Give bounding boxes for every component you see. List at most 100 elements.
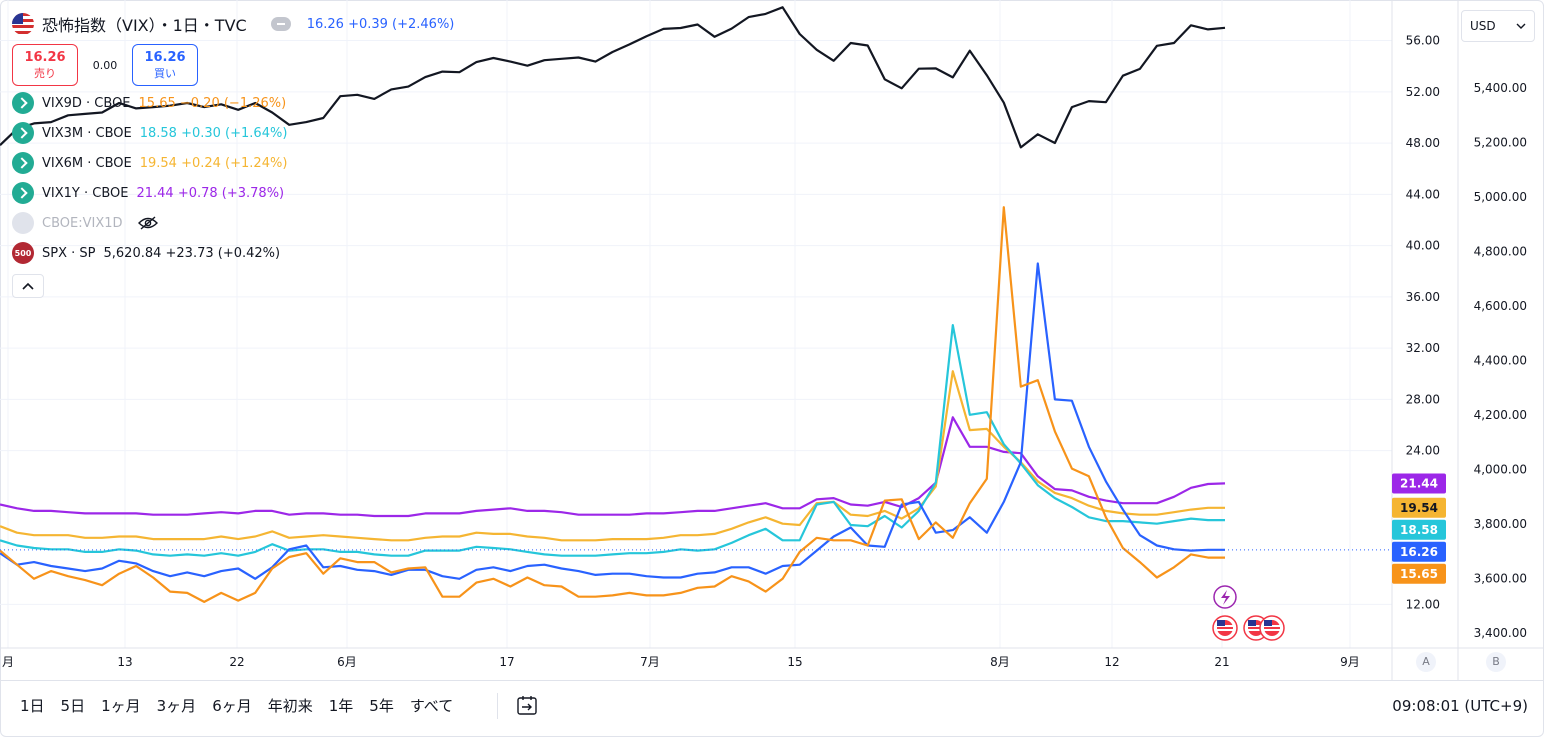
flag-canton bbox=[1248, 620, 1256, 626]
last-value-badge bbox=[1392, 497, 1446, 518]
right-tick-label: 4,400.00 bbox=[1474, 354, 1527, 368]
flag-canton bbox=[1217, 620, 1225, 626]
x-tick-label: 6月 bbox=[337, 655, 357, 669]
series-values: 5,620.84 +23.73 (+0.42%) bbox=[103, 245, 281, 261]
series-lines bbox=[0, 6, 1392, 604]
sell-button[interactable]: 16.26 売り bbox=[12, 44, 78, 86]
buy-price: 16.26 bbox=[144, 49, 186, 65]
eye-off-icon[interactable] bbox=[137, 216, 159, 230]
right-tick-label: 4,000.00 bbox=[1474, 463, 1527, 477]
spread-value: 0.00 bbox=[92, 58, 118, 72]
buy-label: 買い bbox=[154, 66, 176, 80]
left-tick-label: 48.00 bbox=[1406, 136, 1440, 150]
left-tick-label: 12.00 bbox=[1406, 597, 1440, 611]
series-values: 19.54 +0.24 (+1.24%) bbox=[139, 155, 288, 171]
chevron-up-icon bbox=[22, 282, 34, 290]
grid-lines bbox=[0, 0, 1392, 648]
scale-b-button[interactable]: B bbox=[1486, 652, 1506, 672]
last-price: 16.26 bbox=[306, 16, 344, 32]
buy-button[interactable]: 16.26 買い bbox=[132, 44, 198, 86]
left-tick-label: 24.00 bbox=[1406, 444, 1440, 458]
timeframe-3m[interactable]: 3ヶ月 bbox=[156, 697, 197, 715]
currency-select[interactable]: USD bbox=[1461, 10, 1535, 42]
right-tick-label: 3,600.00 bbox=[1474, 572, 1527, 586]
left-tick-label: 56.00 bbox=[1406, 34, 1440, 48]
last-value-badge bbox=[1392, 519, 1446, 540]
clock[interactable]: 09:08:01 (UTC+9) bbox=[1392, 697, 1528, 715]
last-value-label: 15.65 bbox=[1400, 567, 1438, 581]
legend-row-vix1y[interactable]: VIX1Y · CBOE 21.44 +0.78 (+3.78%) bbox=[12, 178, 454, 208]
us-event-marker bbox=[1212, 615, 1238, 641]
toolbar-separator bbox=[497, 693, 498, 719]
series-name: VIX1Y · CBOE bbox=[42, 185, 129, 201]
series-name: VIX6M · CBOE bbox=[42, 155, 132, 171]
last-value-label: 21.44 bbox=[1400, 476, 1438, 490]
timeframe-list: 1日 5日 1ヶ月 3ヶ月 6ヶ月 年初来 1年 5年 すべて bbox=[12, 693, 461, 719]
collapse-legend-button[interactable] bbox=[12, 274, 44, 298]
x-tick-label: 12 bbox=[1104, 655, 1119, 669]
flag-stripe bbox=[1217, 629, 1233, 631]
auto-scale-button[interactable]: A bbox=[1416, 652, 1436, 672]
chevron-down-icon bbox=[1516, 23, 1526, 29]
timeframe-5d[interactable]: 5日 bbox=[60, 697, 86, 715]
price-change: +0.39 (+2.46%) bbox=[348, 16, 455, 32]
right-tick-label: 5,000.00 bbox=[1474, 190, 1527, 204]
timeframe-ytd[interactable]: 年初来 bbox=[267, 697, 313, 715]
right-tick-label: 3,400.00 bbox=[1474, 626, 1527, 640]
x-tick-label: 7月 bbox=[640, 655, 660, 669]
symbol-price: 16.26 +0.39 (+2.46%) bbox=[307, 17, 455, 32]
x-tick-label: 13 bbox=[117, 655, 132, 669]
series-name: VIX3M · CBOE bbox=[42, 125, 132, 141]
series-line-3 bbox=[0, 324, 1225, 557]
right-tick-label: 5,400.00 bbox=[1474, 81, 1527, 95]
x-tick-label: 17 bbox=[499, 655, 514, 669]
us-flag-icon bbox=[12, 13, 34, 35]
sell-price: 16.26 bbox=[24, 49, 66, 65]
legend-row-vix1d[interactable]: CBOE:VIX1D bbox=[12, 208, 454, 238]
timeframe-all[interactable]: すべて bbox=[409, 697, 454, 715]
x-tick-label: 月 bbox=[2, 655, 14, 669]
x-tick-label: 15 bbox=[787, 655, 802, 669]
timeframe-5y[interactable]: 5年 bbox=[369, 697, 394, 715]
right-tick-label: 4,600.00 bbox=[1474, 299, 1527, 313]
series-line-5 bbox=[0, 206, 1225, 604]
collapse-toggle-icon[interactable] bbox=[270, 17, 291, 31]
series-icon bbox=[12, 152, 34, 174]
right-tick-label: 4,800.00 bbox=[1474, 245, 1527, 259]
x-tick-label: 9月 bbox=[1340, 655, 1360, 669]
bottom-toolbar: 1日 5日 1ヶ月 3ヶ月 6ヶ月 年初来 1年 5年 すべて 09:08:01… bbox=[0, 680, 1544, 730]
left-tick-label: 32.00 bbox=[1406, 341, 1440, 355]
symbol-title[interactable]: 恐怖指数（VIX）・1日・TVC bbox=[42, 16, 247, 35]
timeframe-1y[interactable]: 1年 bbox=[328, 697, 354, 715]
series-icon bbox=[12, 92, 34, 114]
timeframe-1m[interactable]: 1ヶ月 bbox=[101, 697, 141, 715]
left-axis-ticks: 12.00 24.00 28.00 32.00 36.00 40.00 44.00 48.00… bbox=[1406, 34, 1440, 612]
timeframe-1d[interactable]: 1日 bbox=[20, 697, 45, 715]
series-line-0 bbox=[0, 6, 1226, 149]
last-value-badge bbox=[1392, 563, 1446, 584]
series-values: 15.65 −0.20 (−1.26%) bbox=[138, 95, 287, 111]
flag-stripe bbox=[1264, 629, 1280, 631]
x-tick-label: 21 bbox=[1214, 655, 1229, 669]
right-tick-label: 3,800.00 bbox=[1474, 517, 1527, 531]
currency-label: USD bbox=[1470, 19, 1496, 33]
last-value-label: 18.58 bbox=[1400, 523, 1438, 537]
left-tick-label: 52.00 bbox=[1406, 85, 1440, 99]
earnings-marker bbox=[1213, 585, 1237, 609]
last-value-badge bbox=[1392, 473, 1446, 494]
series-name: CBOE:VIX1D bbox=[42, 215, 123, 231]
legend-row-vix6m[interactable]: VIX6M · CBOE 19.54 +0.24 (+1.24%) bbox=[12, 148, 454, 178]
lightning-glyph bbox=[1221, 590, 1230, 605]
left-tick-label: 36.00 bbox=[1406, 290, 1440, 304]
last-value-label: 16.26 bbox=[1400, 545, 1438, 559]
series-name: VIX9D · CBOE bbox=[42, 95, 131, 111]
legend-row-spx[interactable]: 500 SPX · SP 5,620.84 +23.73 (+0.42%) bbox=[12, 238, 454, 268]
flag-stripe bbox=[1248, 629, 1264, 631]
legend-row-vix3m[interactable]: VIX3M · CBOE 18.58 +0.30 (+1.64%) bbox=[12, 118, 454, 148]
timeframe-6m[interactable]: 6ヶ月 bbox=[212, 697, 252, 715]
legend-row-vix9d[interactable]: VIX9D · CBOE 15.65 −0.20 (−1.26%) bbox=[12, 88, 454, 118]
chart-area[interactable]: 12.00 24.00 28.00 32.00 36.00 40.00 44.00 48.00… bbox=[0, 0, 1544, 680]
series-icon bbox=[12, 122, 34, 144]
right-axis-ticks: 3,400.00 3,600.00 3,800.00 4,000.00 4,200.00… bbox=[1474, 81, 1527, 640]
goto-date-icon[interactable] bbox=[514, 693, 540, 719]
